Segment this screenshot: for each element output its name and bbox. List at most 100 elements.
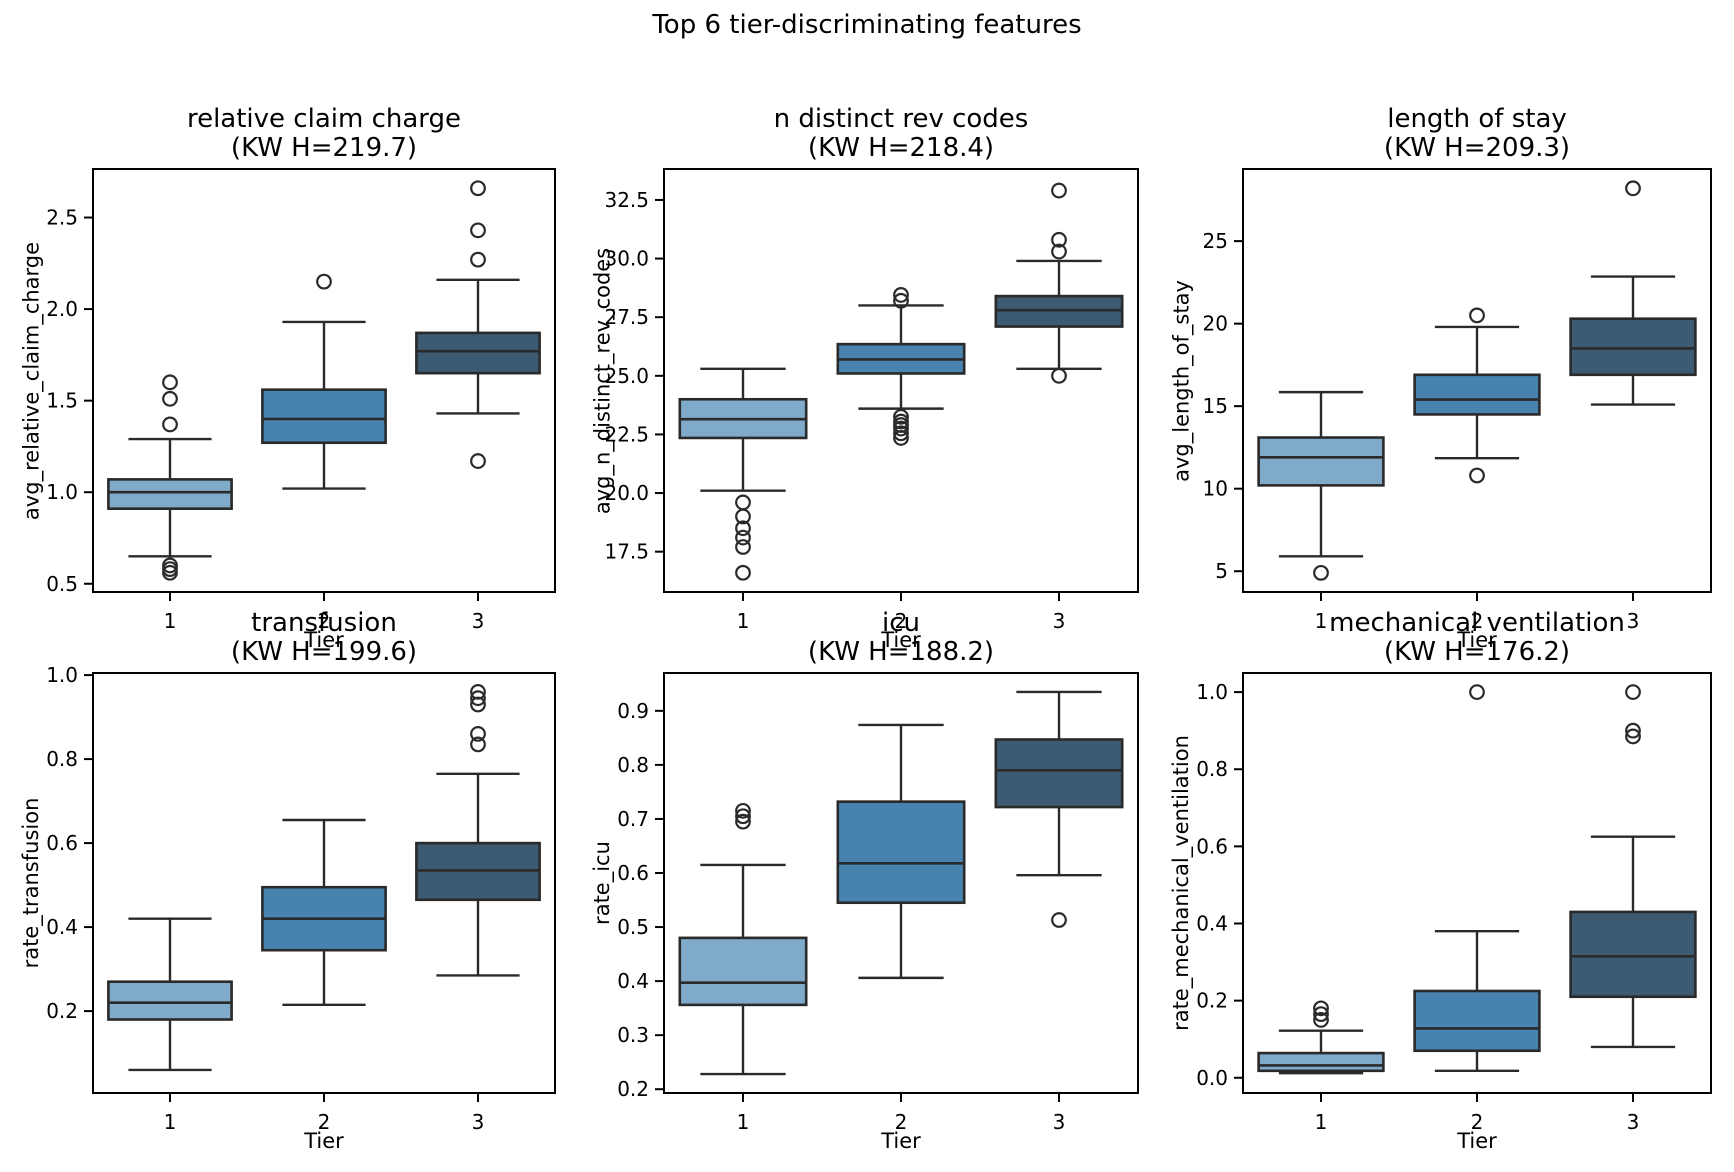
iqr-box [1257,1051,1385,1073]
x-axis-label: Tier [881,1129,921,1153]
box-tier-3 [415,684,541,977]
y-tick-label: 0.4 [46,915,78,939]
iqr-box [1413,373,1541,416]
outlier-point [735,802,751,819]
axes-frame [92,168,556,593]
subplot-title-line2: (KW H=219.7) [230,133,418,163]
outlier-point [735,564,751,581]
subplot-title-line2: (KW H=218.4) [807,133,995,163]
box-tier-3 [415,180,541,469]
outlier-point [1625,180,1641,197]
subplot-title-line2: (KW H=199.6) [230,637,418,667]
y-tick-label: 2.0 [46,297,78,321]
outlier-point [316,273,332,290]
y-axis-label: rate_icu [590,841,614,925]
outlier-point [1313,1006,1329,1023]
y-tick-label: 0.2 [46,999,78,1023]
box-tier-3 [1569,684,1697,1049]
x-axis-label: Tier [1457,1129,1497,1153]
figure-suptitle: Top 6 tier-discriminating features [652,10,1082,40]
x-axis-ticks: 1 2 3 [1315,1093,1640,1134]
outlier-point [1625,684,1641,700]
y-tick-label: 1.0 [46,480,78,504]
outlier-point [1625,728,1641,745]
iqr-box [107,980,233,1021]
y-tick-label: 0.2 [1196,989,1228,1013]
plot-area: 17.5 20.0 22.5 25.0 27.5 30.0 32.5 1 2 3 [604,168,1139,633]
x-tick-label: 2 [895,609,908,633]
y-tick-label: 1.5 [46,389,78,413]
y-tick-label: 0.6 [46,831,78,855]
x-tick-label: 3 [1053,1110,1066,1134]
iqr-box [415,841,541,902]
subplot-title-line1: mechanical ventilation [1329,608,1625,638]
subplot-title-line1: relative claim charge [186,104,462,134]
x-tick-label: 2 [318,609,331,633]
iqr-box [415,331,541,375]
iqr-box [1257,436,1385,487]
y-tick-label: 25.0 [604,364,649,388]
subplot-title: icu (KW H=188.2) [641,609,1161,667]
y-axis-ticks: 5 10 15 20 25 [1203,229,1243,583]
box-tier-2 [836,723,966,980]
subplot-title-line1: n distinct rev codes [773,104,1029,134]
outlier-point [1051,243,1067,260]
box-tier-2 [836,287,966,446]
outlier-point [162,374,178,391]
y-tick-label: 5 [1215,559,1228,583]
x-tick-label: 3 [1627,1110,1640,1134]
outlier-point [735,808,751,825]
y-tick-label: 15 [1203,394,1228,418]
outlier-point [470,453,486,469]
outlier-point [1051,231,1067,248]
subplot-title: relative claim charge (KW H=219.7) [64,105,584,163]
outlier-point [470,222,486,239]
subplot-title-line2: (KW H=176.2) [1383,637,1571,667]
outlier-point [893,408,909,425]
y-tick-label: 30.0 [604,247,649,271]
outlier-point [893,425,909,442]
outlier-point [470,696,486,713]
outlier-point [735,539,751,555]
x-tick-label: 3 [1053,609,1066,633]
axes-frame [663,168,1139,593]
y-tick-label: 0.2 [617,1077,649,1101]
iqr-box [994,738,1124,809]
subplot-title-line1: length of stay [1387,104,1567,134]
y-tick-label: 0.6 [617,861,649,885]
y-tick-label: 32.5 [604,188,649,212]
outlier-point [735,508,751,525]
outlier-point [735,494,751,511]
axes-frame [663,672,1139,1094]
box-tier-1 [107,374,233,581]
outlier-point [735,529,751,546]
axes-frame [1242,168,1712,593]
iqr-box [261,388,387,445]
outlier-point [470,736,486,753]
outlier-point [893,287,909,303]
outlier-point [1051,182,1067,199]
subplot-title-line2: (KW H=209.3) [1383,133,1571,163]
iqr-box [1569,317,1697,377]
iqr-box [261,885,387,952]
outlier-point [470,251,486,268]
y-tick-label: 22.5 [604,422,649,446]
axes-frame [1242,672,1712,1094]
y-axis-label: avg_length_of_stay [1169,279,1193,482]
y-axis-ticks: 0.2 0.4 0.6 0.8 1.0 [46,663,93,1023]
box-tier-3 [994,690,1124,928]
y-tick-label: 0.5 [46,572,78,596]
y-axis-label: avg_relative_claim_charge [19,241,43,520]
y-axis-ticks: 0.2 0.3 0.4 0.5 0.6 0.7 0.8 0.9 [617,699,664,1101]
x-tick-label: 2 [895,1110,908,1134]
x-axis-label: Tier [304,1129,344,1153]
y-tick-label: 0.3 [617,1023,649,1047]
x-axis-ticks: 1 2 3 [737,592,1066,633]
outlier-point [1313,564,1329,581]
iqr-box [836,800,966,905]
outlier-point [1469,467,1485,484]
outlier-point [1469,684,1485,700]
y-tick-label: 10 [1203,477,1228,501]
plot-area: 0.2 0.3 0.4 0.5 0.6 0.7 0.8 0.9 1 2 3 [617,672,1139,1134]
